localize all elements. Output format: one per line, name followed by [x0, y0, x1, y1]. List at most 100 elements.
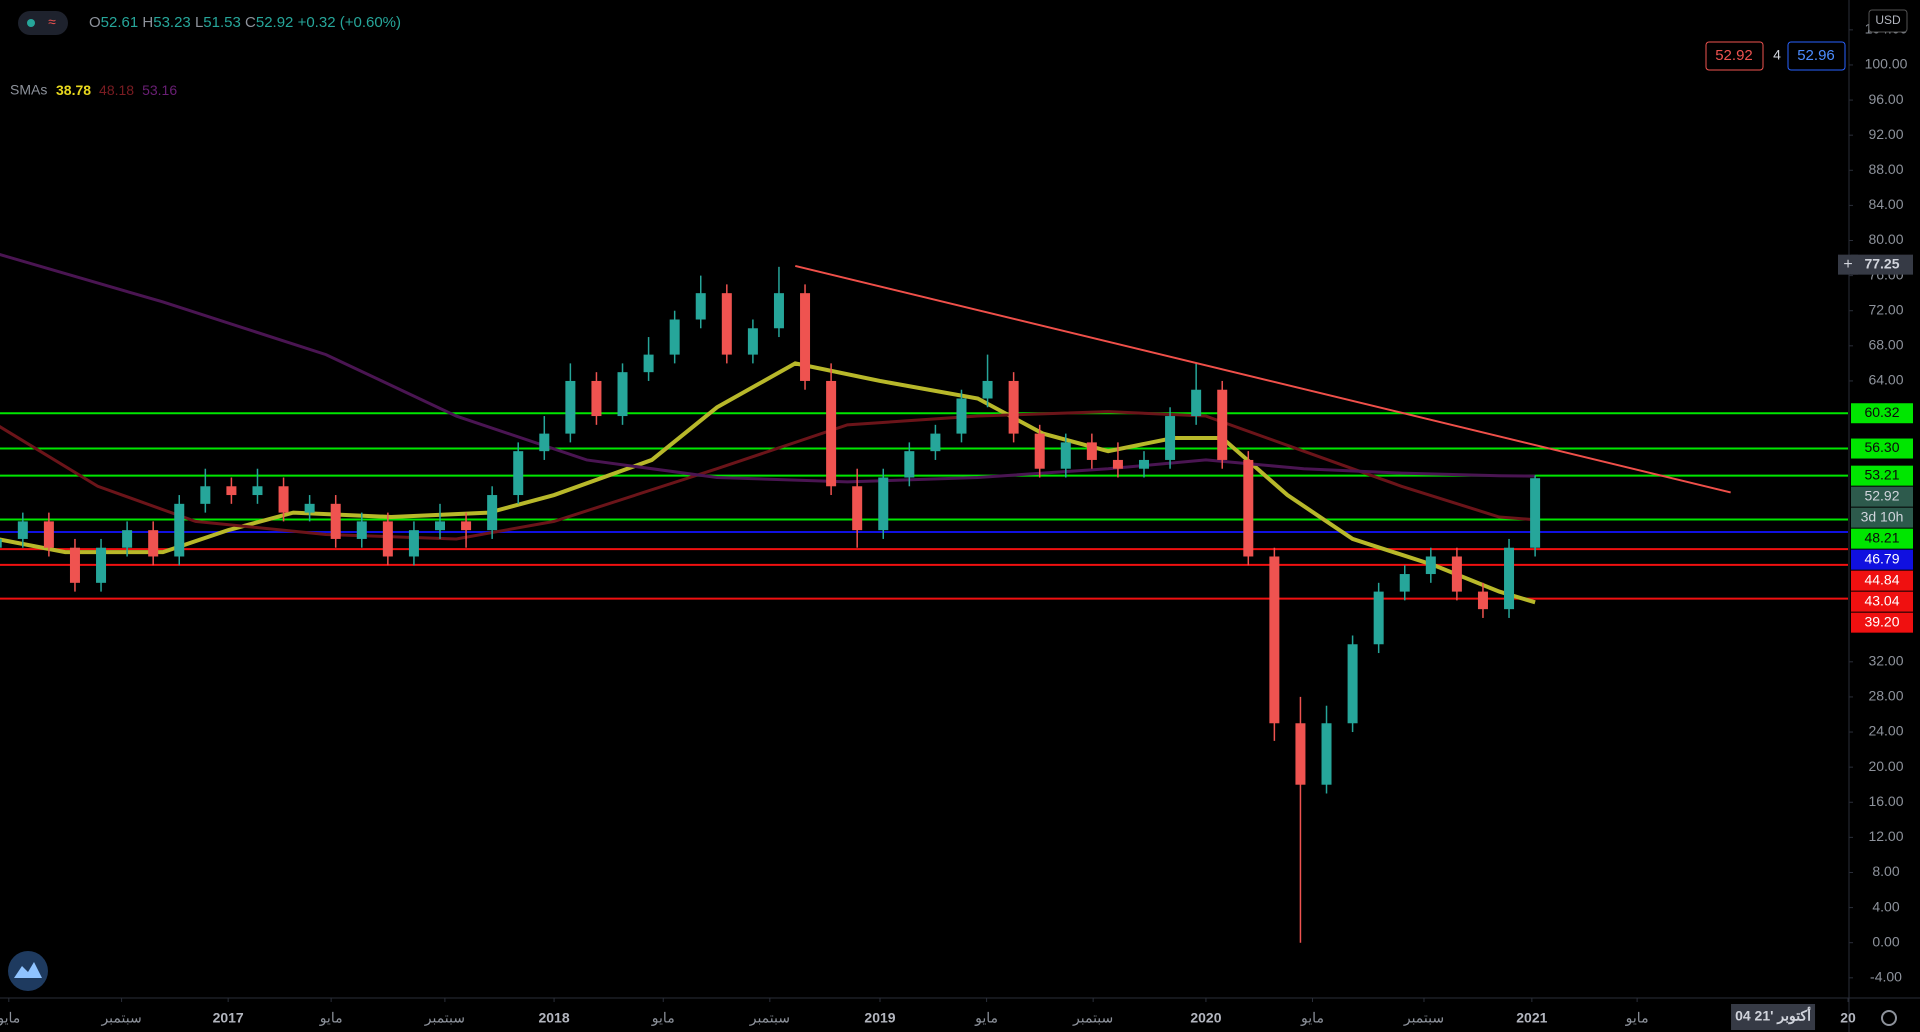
sma-value: 53.16	[142, 82, 177, 98]
candle-body	[1086, 442, 1097, 460]
candle-body	[617, 372, 628, 417]
price-label-box	[1851, 438, 1913, 459]
candle-body	[96, 547, 107, 583]
ohlc-value: 53.23	[153, 14, 191, 31]
sell-button[interactable]	[1705, 41, 1764, 71]
candle-body	[773, 293, 784, 329]
candle-body	[1217, 389, 1228, 460]
price-label: 48.21	[1864, 529, 1899, 545]
y-tick-label: 84.00	[1868, 196, 1903, 212]
price-label-box	[1851, 465, 1913, 486]
y-tick-label: 28.00	[1868, 688, 1903, 704]
y-tick-label: 8.00	[1872, 863, 1899, 879]
spread: 4	[1773, 47, 1781, 63]
crosshair-time-box	[1731, 1004, 1816, 1030]
y-tick-label: 92.00	[1868, 126, 1903, 142]
price-label-box	[1851, 549, 1913, 570]
candle-body	[330, 503, 341, 539]
candle-body	[1295, 723, 1306, 785]
currency: USD	[1875, 13, 1901, 27]
crosshair-time: 04 أكتوبر '21	[1735, 1006, 1811, 1025]
candle-body	[356, 521, 367, 539]
currency-box[interactable]	[1868, 9, 1908, 33]
sma-line	[0, 253, 1536, 484]
trendline	[795, 264, 1731, 494]
candle-body	[1112, 459, 1123, 469]
sma-line	[0, 410, 1536, 541]
candle-body	[174, 503, 185, 557]
y-tick-label: 68.00	[1868, 337, 1903, 353]
buy-price: 52.96	[1797, 47, 1835, 64]
logo-shape	[14, 962, 42, 978]
x-tick-label: 2018	[538, 1010, 569, 1026]
crosshair-add-button	[1838, 254, 1858, 275]
x-tick-label: 2020	[1190, 1010, 1221, 1026]
x-tick-label: مايو	[1300, 1010, 1324, 1027]
candle-body	[1060, 442, 1071, 469]
price-label: 39.20	[1864, 613, 1899, 629]
candle-body	[1477, 591, 1488, 610]
candle-body	[982, 380, 993, 399]
candle-body	[1165, 416, 1176, 460]
ohlc-key: H	[142, 14, 153, 31]
candle-body	[1399, 574, 1410, 592]
sma-values: 38.78 48.18 53.16	[56, 82, 177, 98]
plot-area	[0, 253, 1848, 943]
app-logo[interactable]	[8, 951, 48, 991]
settings-gear[interactable]	[1881, 1010, 1897, 1026]
x-tick-label: مايو	[0, 1010, 20, 1027]
candle-body	[539, 433, 550, 452]
buy-button[interactable]	[1787, 41, 1846, 71]
sell-price: 52.92	[1715, 47, 1753, 64]
indicator-label[interactable]: SMAs	[10, 82, 47, 98]
y-tick-label: 4.00	[1872, 898, 1899, 914]
price-label-box	[1851, 528, 1913, 549]
candle-body	[852, 486, 863, 531]
x-tick-label: 2017	[213, 1010, 244, 1026]
x-tick-label: مايو	[1625, 1010, 1649, 1027]
ohlc-key: C	[245, 14, 256, 31]
y-tick-label: 100.00	[1865, 56, 1908, 72]
x-tick-label: 2019	[864, 1010, 895, 1026]
y-tick-label: 24.00	[1868, 723, 1903, 739]
candle-body	[591, 380, 602, 417]
candle-body	[904, 451, 915, 478]
candle-body	[1139, 459, 1149, 469]
candle-body	[200, 486, 211, 504]
candle-body	[1425, 556, 1436, 575]
candle-body	[930, 433, 941, 452]
y-tick-label: 80.00	[1868, 231, 1903, 247]
visibility-toggle[interactable]	[18, 11, 68, 35]
price-label: 52.92	[1864, 487, 1899, 503]
toggle-icon: ≈	[48, 14, 56, 30]
price-label-box	[1851, 486, 1913, 507]
crosshair-add-icon: +	[1843, 256, 1852, 273]
y-tick-label: 32.00	[1868, 653, 1903, 669]
ohlc-legend: O52.61 H53.23 L51.53 C52.92 +0.32 (+0.60…	[89, 14, 401, 31]
sma-value: 38.78	[56, 82, 91, 98]
change-pct: (+0.60%)	[340, 14, 401, 31]
sma-line	[0, 361, 1536, 605]
price-label: 53.21	[1864, 466, 1899, 482]
x-tick-label: سبتمبر	[749, 1010, 790, 1027]
candle-body	[17, 521, 28, 539]
price-label-box	[1851, 591, 1913, 612]
crosshair-price: 77.25	[1864, 255, 1899, 271]
candle-body	[278, 486, 289, 513]
candle-body	[1008, 380, 1019, 434]
candle-body	[826, 380, 837, 487]
candle-body	[1504, 547, 1515, 610]
ohlc-value: 51.53	[203, 14, 241, 31]
price-label: 46.79	[1864, 550, 1899, 566]
x-tick-label: 2021	[1516, 1010, 1547, 1026]
price-label-box	[1851, 612, 1913, 633]
x-tick-label: سبتمبر	[100, 1010, 141, 1027]
x-tick-label: 20	[1840, 1010, 1856, 1026]
candle-body	[513, 451, 524, 496]
price-label: 60.32	[1864, 404, 1899, 420]
price-label-box	[1851, 403, 1913, 424]
candle-body	[800, 293, 811, 381]
ohlc-key: L	[195, 14, 203, 31]
